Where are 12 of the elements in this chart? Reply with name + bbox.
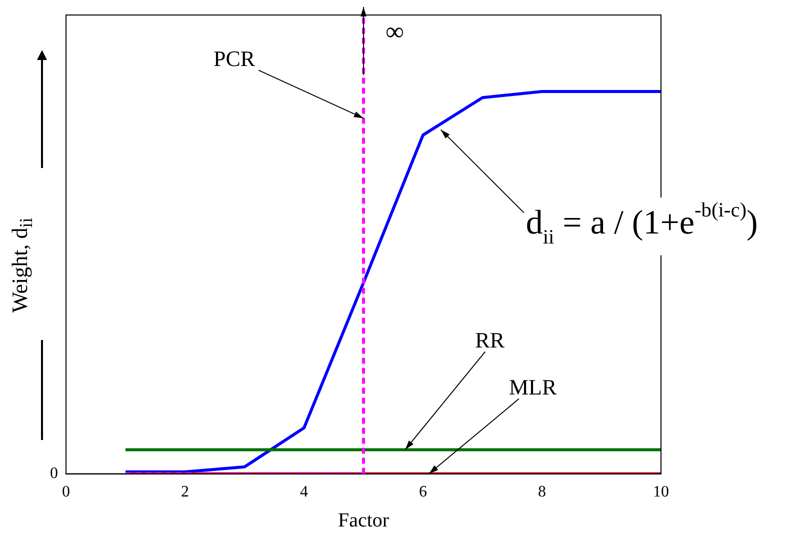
x-tick-label: 0 [62, 484, 70, 501]
x-axis-title: Factor [338, 509, 390, 532]
annotation: MLR [508, 374, 557, 400]
text: 0 [50, 465, 58, 482]
x-tick-label: 6 [419, 484, 427, 501]
annotation: PCR [214, 46, 256, 72]
x-tick-label: 4 [300, 484, 308, 501]
ref-line-label: ∞ [386, 16, 404, 46]
annotation: RR [475, 327, 505, 352]
x-tick-label: 2 [181, 484, 189, 501]
x-tick-label: 10 [653, 484, 669, 501]
x-tick-label: 8 [538, 484, 546, 501]
